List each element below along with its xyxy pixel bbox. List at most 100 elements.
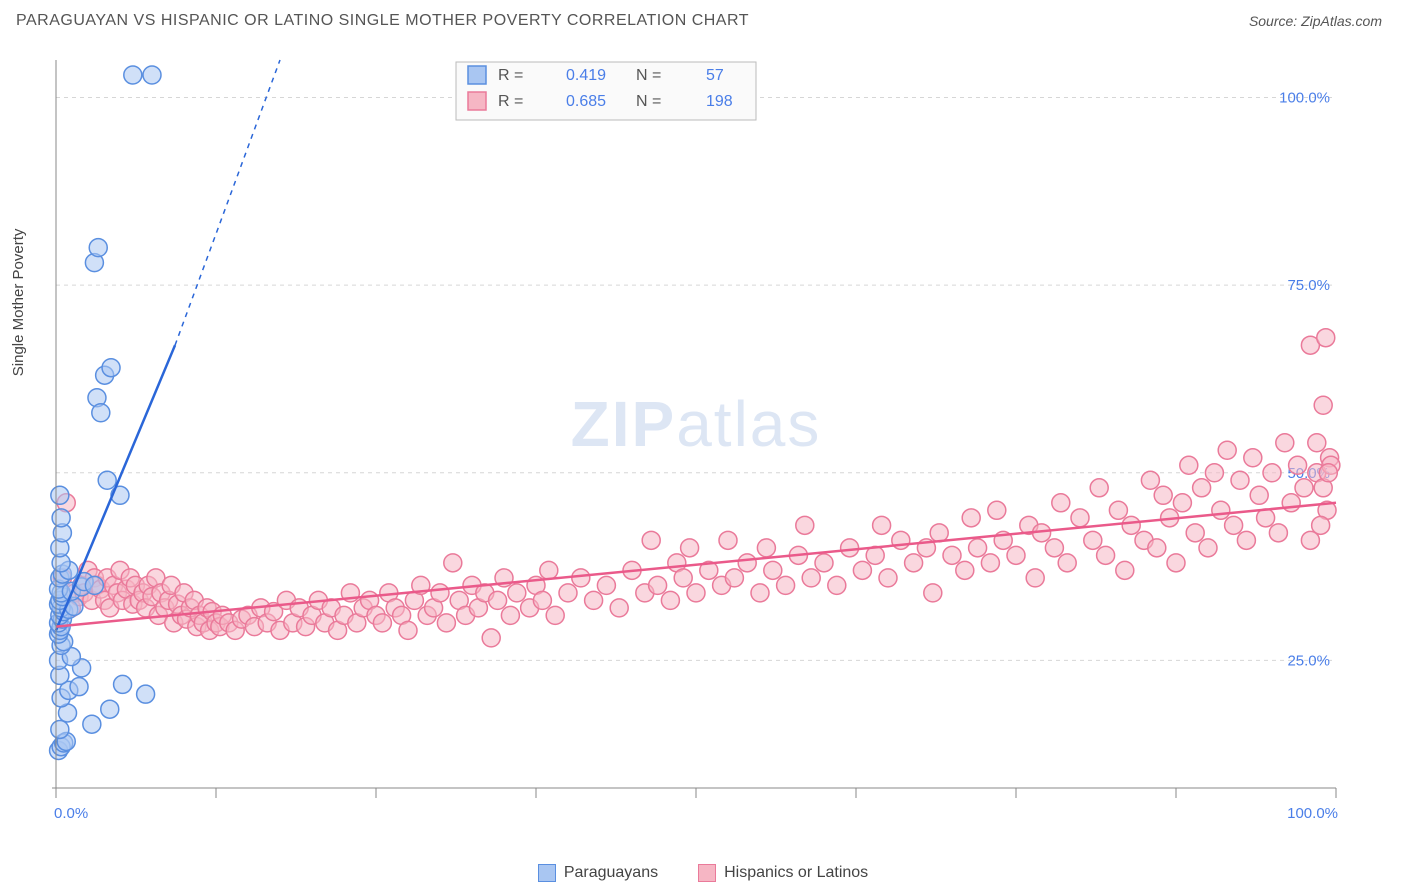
data-point [610, 599, 628, 617]
data-point [1097, 546, 1115, 564]
y-axis-label: Single Mother Poverty [10, 229, 27, 377]
legend-swatch [538, 864, 556, 882]
svg-text:0.419: 0.419 [566, 67, 606, 84]
data-point [101, 700, 119, 718]
data-point [905, 554, 923, 572]
svg-text:R =: R = [498, 93, 523, 110]
data-point [124, 66, 142, 84]
legend-swatch [468, 66, 486, 84]
data-point [681, 539, 699, 557]
data-point [1045, 539, 1063, 557]
data-point [642, 531, 660, 549]
svg-text:57: 57 [706, 67, 724, 84]
legend-label: Paraguayans [564, 864, 658, 882]
data-point [1071, 509, 1089, 527]
data-point [51, 720, 69, 738]
data-point [725, 569, 743, 587]
data-point [1090, 479, 1108, 497]
data-point [1148, 539, 1166, 557]
data-point [764, 561, 782, 579]
data-point [962, 509, 980, 527]
data-point [52, 509, 70, 527]
data-point [1167, 554, 1185, 572]
data-point [828, 576, 846, 594]
data-point [546, 606, 564, 624]
data-point [1257, 509, 1275, 527]
data-point [1116, 561, 1134, 579]
data-point [1084, 531, 1102, 549]
data-point [1218, 441, 1236, 459]
data-point [1122, 516, 1140, 534]
svg-text:100.0%: 100.0% [1287, 805, 1338, 818]
data-point [969, 539, 987, 557]
data-point [719, 531, 737, 549]
chart-area: Single Mother Poverty 25.0%50.0%75.0%100… [16, 48, 1390, 852]
data-point [1312, 516, 1330, 534]
trend-line-extrapolation [175, 60, 280, 345]
data-point [1269, 524, 1287, 542]
data-point [482, 629, 500, 647]
data-point [815, 554, 833, 572]
svg-text:25.0%: 25.0% [1287, 652, 1330, 669]
data-point [508, 584, 526, 602]
data-point [687, 584, 705, 602]
data-point [89, 239, 107, 257]
data-point [83, 715, 101, 733]
data-point [1007, 546, 1025, 564]
page-title: PARAGUAYAN VS HISPANIC OR LATINO SINGLE … [16, 12, 749, 30]
legend-label: Hispanics or Latinos [724, 864, 868, 882]
data-point [597, 576, 615, 594]
data-point [1308, 434, 1326, 452]
data-point [437, 614, 455, 632]
data-point [1231, 471, 1249, 489]
legend-swatch [698, 864, 716, 882]
data-point [98, 471, 116, 489]
data-point [1205, 464, 1223, 482]
data-point [777, 576, 795, 594]
data-point [572, 569, 590, 587]
data-point [1237, 531, 1255, 549]
data-point [674, 569, 692, 587]
data-point [1193, 479, 1211, 497]
data-point [924, 584, 942, 602]
data-point [501, 606, 519, 624]
data-point [853, 561, 871, 579]
data-point [1173, 494, 1191, 512]
data-point [1317, 329, 1335, 347]
data-point [649, 576, 667, 594]
data-point [873, 516, 891, 534]
data-point [114, 675, 132, 693]
data-point [1026, 569, 1044, 587]
data-point [1058, 554, 1076, 572]
svg-text:0.0%: 0.0% [54, 805, 88, 818]
data-point [1154, 486, 1172, 504]
data-point [802, 569, 820, 587]
data-point [930, 524, 948, 542]
data-point [981, 554, 999, 572]
source-citation: Source: ZipAtlas.com [1249, 13, 1382, 29]
data-point [956, 561, 974, 579]
data-point [540, 561, 558, 579]
data-point [70, 678, 88, 696]
svg-text:N =: N = [636, 67, 661, 84]
data-point [661, 591, 679, 609]
svg-text:R =: R = [498, 67, 523, 84]
legend-swatch [468, 92, 486, 110]
data-point [1295, 479, 1313, 497]
data-point [1282, 494, 1300, 512]
data-point [1250, 486, 1268, 504]
data-point [1199, 539, 1217, 557]
data-point [1244, 449, 1262, 467]
trend-line [56, 503, 1336, 627]
data-point [1225, 516, 1243, 534]
data-point [431, 584, 449, 602]
data-point [1276, 434, 1294, 452]
data-point [1180, 456, 1198, 474]
data-point [1314, 396, 1332, 414]
data-point [137, 685, 155, 703]
legend-item: Paraguayans [538, 864, 658, 882]
data-point [738, 554, 756, 572]
data-point [1263, 464, 1281, 482]
data-point [585, 591, 603, 609]
data-point [533, 591, 551, 609]
